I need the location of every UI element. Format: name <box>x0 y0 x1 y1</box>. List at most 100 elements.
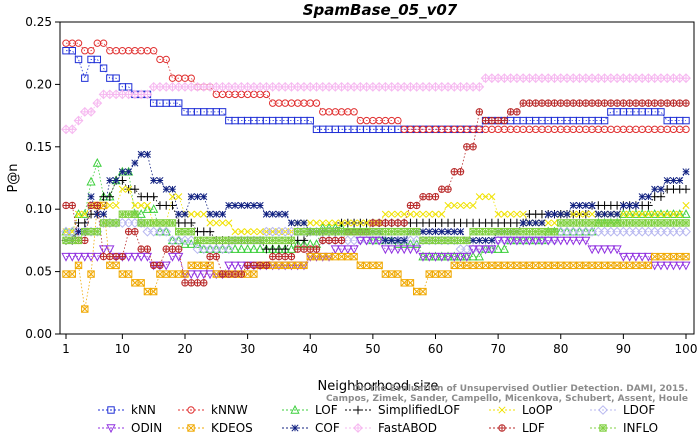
data-point <box>112 261 120 270</box>
data-point <box>657 99 665 107</box>
data-point <box>175 193 183 201</box>
data-point <box>106 201 114 210</box>
data-point <box>61 252 71 262</box>
data-point <box>105 245 115 255</box>
series-kdeos <box>62 201 690 313</box>
x-tick-label: 10 <box>115 342 130 356</box>
data-point <box>587 245 597 255</box>
data-point <box>81 227 89 236</box>
data-point <box>575 201 584 210</box>
data-point <box>331 252 339 261</box>
data-point <box>613 219 621 227</box>
data-point <box>637 252 647 262</box>
data-point <box>650 99 659 107</box>
data-point <box>412 245 422 255</box>
data-point <box>582 201 590 210</box>
data-point <box>638 99 646 107</box>
data-point <box>519 99 527 107</box>
data-point <box>294 219 302 227</box>
data-point <box>413 227 421 236</box>
data-point <box>538 227 546 236</box>
data-point <box>275 236 283 245</box>
data-point <box>574 236 585 246</box>
data-point <box>599 245 610 255</box>
data-point <box>582 210 590 218</box>
data-point <box>92 98 103 109</box>
data-point <box>512 236 522 246</box>
data-point <box>262 236 271 245</box>
data-point <box>268 236 277 245</box>
legend-marker <box>106 424 116 434</box>
series-layer <box>61 39 691 313</box>
data-point <box>362 227 371 236</box>
data-point <box>230 261 240 271</box>
data-point <box>387 219 396 227</box>
data-point <box>375 227 383 236</box>
data-point <box>657 219 665 227</box>
data-point <box>643 209 654 218</box>
data-point <box>519 210 527 218</box>
data-point <box>137 245 145 253</box>
data-point <box>331 219 339 227</box>
data-point <box>336 245 347 255</box>
data-point <box>562 236 572 246</box>
data-point <box>387 245 397 255</box>
data-point <box>156 176 164 185</box>
data-point <box>632 210 640 218</box>
data-point <box>643 252 654 262</box>
data-point <box>681 185 691 194</box>
data-point <box>156 219 164 227</box>
series-lof <box>61 157 691 261</box>
data-point <box>62 201 70 210</box>
data-point <box>682 116 690 125</box>
x-tick-label: 60 <box>428 342 443 356</box>
data-point <box>162 55 170 64</box>
data-point <box>449 252 459 262</box>
legend-marker <box>187 424 195 432</box>
data-point <box>588 201 596 210</box>
data-point <box>180 239 190 248</box>
data-point <box>444 201 452 210</box>
data-point <box>193 210 202 218</box>
data-point <box>450 236 458 245</box>
data-point <box>244 201 252 210</box>
credit-line-1: On the Evaluation of Unsupervised Outlie… <box>353 384 688 394</box>
data-point <box>325 227 333 236</box>
data-point <box>474 81 485 92</box>
data-point <box>594 99 603 107</box>
data-point <box>668 261 679 271</box>
data-point <box>73 115 84 126</box>
data-point <box>337 227 346 236</box>
data-point <box>87 47 95 55</box>
data-point <box>106 176 114 185</box>
data-point <box>430 252 441 262</box>
x-axis-label: Neighborhood size <box>318 379 439 394</box>
data-point <box>557 99 565 107</box>
data-point <box>112 201 120 210</box>
data-point <box>419 210 427 218</box>
legend-label: INFLO <box>623 421 658 434</box>
data-point <box>456 228 465 236</box>
data-point <box>118 270 127 278</box>
y-axis-label: P@n <box>6 163 21 192</box>
data-point <box>67 252 77 262</box>
data-point <box>118 210 127 218</box>
data-point <box>500 210 508 218</box>
data-point <box>631 209 641 218</box>
data-point <box>424 252 434 262</box>
data-point <box>187 193 195 201</box>
legend-marker <box>598 405 608 415</box>
data-point <box>644 201 653 210</box>
data-point <box>625 261 634 270</box>
data-point <box>124 210 133 218</box>
data-point <box>256 261 264 270</box>
data-point <box>87 201 95 210</box>
data-point <box>161 226 172 237</box>
data-point <box>499 236 510 246</box>
data-point <box>394 210 402 218</box>
data-point <box>563 261 571 270</box>
data-point <box>500 261 509 270</box>
data-point <box>237 236 246 245</box>
data-point <box>657 185 665 193</box>
legend-marker <box>187 406 195 414</box>
